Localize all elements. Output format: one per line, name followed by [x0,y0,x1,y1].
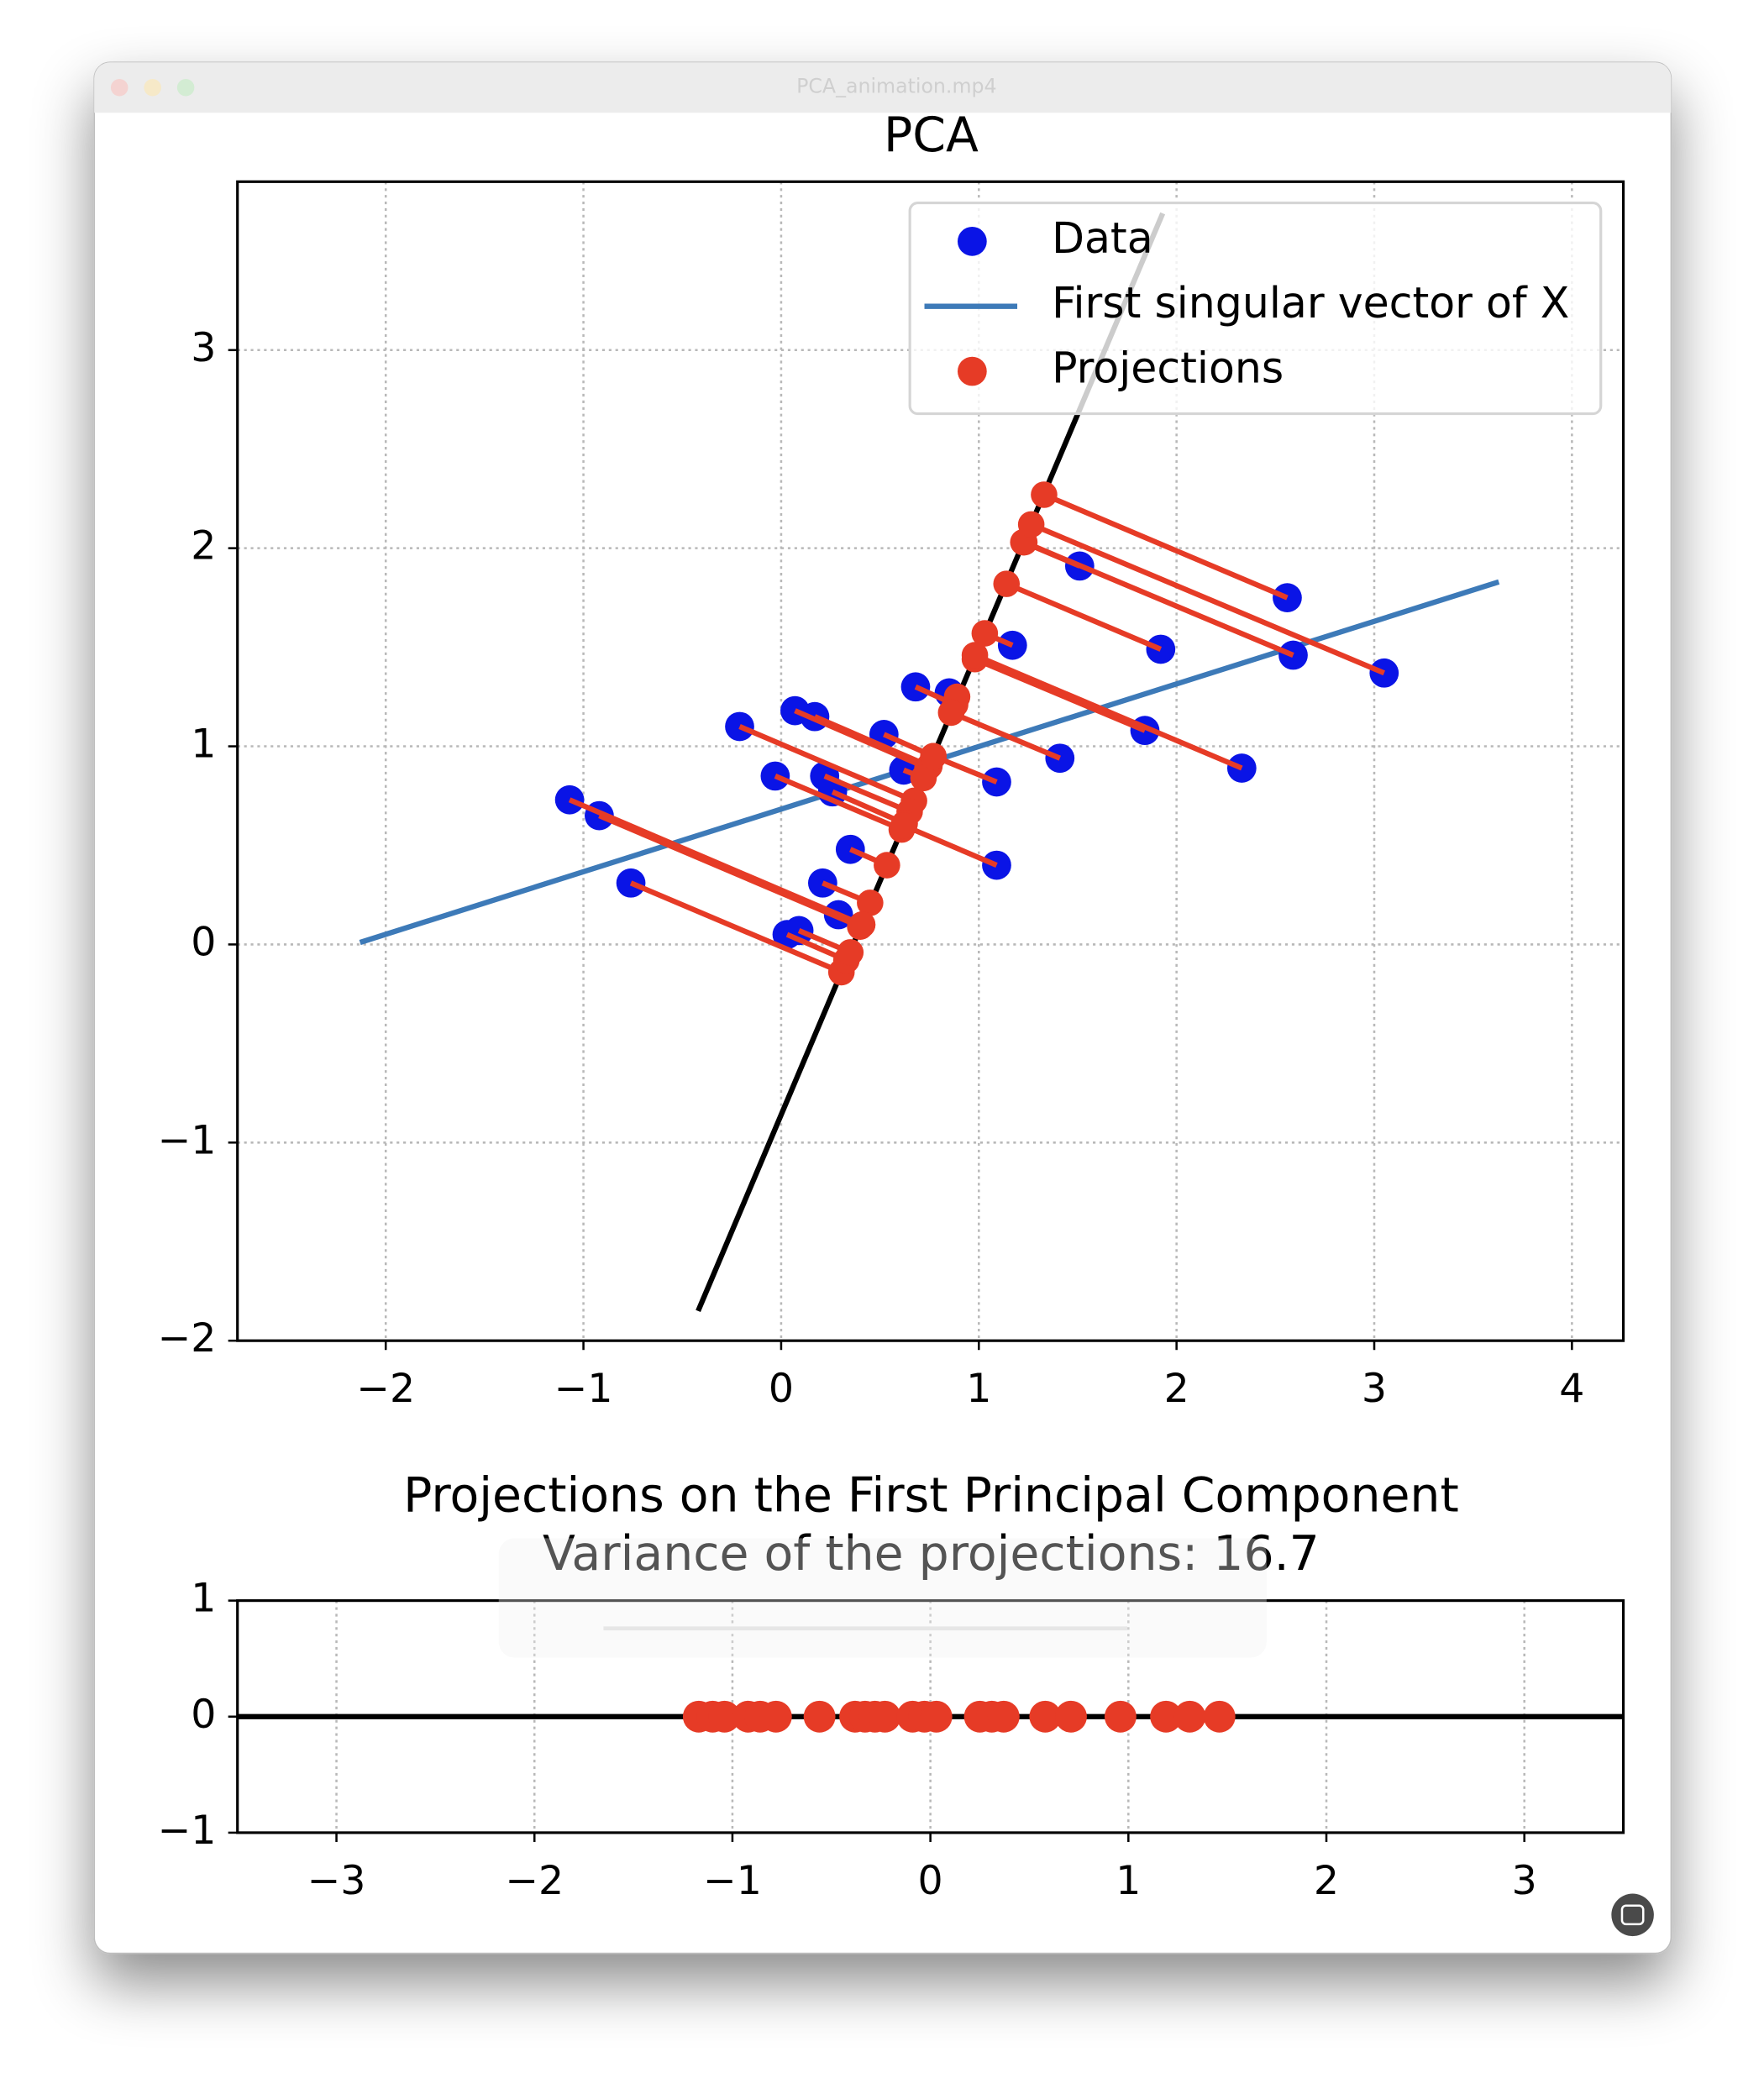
point [937,699,965,727]
chart-title: Projections on the First Principal Compo… [403,1468,1459,1524]
projection-segment [1005,581,1163,652]
point [708,1700,741,1733]
projection-segment [568,797,864,927]
projection-segment [823,774,911,815]
y-tick-label: 0 [191,919,216,965]
live-text-button[interactable] [1611,1893,1654,1937]
x-tick-label: 0 [769,1366,794,1412]
y-tick-label: 3 [191,325,216,371]
point [837,939,864,966]
x-tick-label: 4 [1559,1366,1584,1412]
point [1031,481,1058,508]
point [900,672,931,702]
point [848,911,876,938]
projection-segment [974,653,1243,771]
chart-title: PCA [884,108,979,163]
player-controls[interactable] [498,1538,1267,1658]
projection-segment [1030,522,1385,676]
point [1104,1700,1137,1733]
point [920,743,947,770]
y-tick-label: −2 [158,1315,217,1362]
legend-marker [957,356,987,386]
projection-segment [774,774,903,832]
projection-segment [813,714,931,769]
live-text-icon [1620,1904,1645,1926]
legend-box [908,201,1603,416]
point [1055,1700,1087,1733]
point [1173,1700,1206,1733]
x-tick-label: 2 [1164,1366,1189,1412]
plots: PCA −2 −1 0 1 2 3 4 −2 −1 0 1 2 3 Data First singular v… [158,108,1625,1904]
point [869,1700,901,1733]
point [857,889,884,916]
x-tick-label: 3 [1512,1858,1537,1904]
x-tick-label: −3 [307,1858,366,1904]
x-tick-label: 3 [1362,1366,1387,1412]
minimize-button[interactable] [144,78,161,97]
point [1029,1700,1062,1733]
y-tick-label: 1 [191,722,216,768]
point [1150,1700,1183,1733]
x-tick-label: 1 [966,1366,991,1412]
point [993,570,1021,597]
point [971,620,999,647]
point [1017,511,1045,538]
point [1203,1700,1236,1733]
projection-segment [738,724,916,804]
legend-label: Projections [1052,344,1284,393]
x-tick-label: 2 [1314,1858,1339,1904]
y-tick-label: −1 [158,1808,217,1854]
projection-segment [974,656,1147,733]
x-tick-label: −2 [356,1366,415,1412]
x-tick-label: 0 [918,1858,943,1904]
legend-label: First singular vector of X [1052,278,1569,328]
projection-segment [1042,492,1289,601]
projection-segment [950,710,1062,761]
projection-segment [1023,539,1294,658]
axes-frame [236,1599,1625,1834]
x-tick-label: −2 [505,1858,564,1904]
chart-subtitle: Variance of the projections: 16.7 [543,1526,1320,1582]
projection-segment [629,880,843,975]
zoom-button[interactable] [176,78,195,97]
point [987,1700,1020,1733]
point [759,1700,792,1733]
point [920,1700,953,1733]
title-bar [94,62,1672,113]
window [93,61,1672,1955]
projection-segment [902,822,998,868]
x-tick-label: 1 [1116,1858,1141,1904]
legend-marker [957,226,987,256]
point [961,642,989,669]
y-tick-label: 1 [191,1576,216,1622]
point [874,852,900,879]
y-tick-label: 2 [191,523,216,569]
projection-segment [598,813,862,930]
y-tick-label: 0 [191,1692,216,1738]
x-tick-label: −1 [703,1858,762,1904]
axes-frame [236,180,1625,1342]
point [910,764,937,792]
y-tick-label: −1 [158,1117,217,1163]
window-title: PCA_animation.mp4 [796,75,997,98]
point [890,812,917,839]
legend-label: Data [1052,213,1153,263]
point [803,1700,836,1733]
close-button[interactable] [110,78,129,97]
x-tick-label: −1 [554,1366,613,1412]
